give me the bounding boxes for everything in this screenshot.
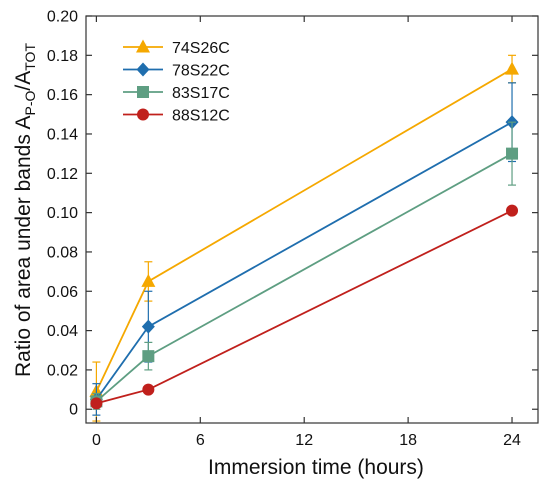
plot-area <box>89 54 520 422</box>
legend-label-78S22C: 78S22C <box>172 63 230 80</box>
legend-marker-83S17C <box>137 86 149 98</box>
y-axis-title-slash: /A <box>12 71 35 91</box>
y-tick-label: 0.06 <box>47 284 78 301</box>
data-point-83S17C <box>142 350 155 363</box>
x-tick-label: 6 <box>196 432 205 449</box>
y-tick-label: 0.14 <box>47 126 78 143</box>
x-tick-label: 24 <box>503 432 521 449</box>
x-tick-label: 0 <box>92 432 101 449</box>
y-tick-label: 0 <box>69 402 78 419</box>
data-point-78S22C <box>141 319 155 334</box>
series-line-78S22C <box>95 121 513 400</box>
y-tick-label: 0.04 <box>47 323 78 340</box>
y-tick-label: 0.02 <box>47 362 78 379</box>
y-tick-label: 0.08 <box>47 244 78 261</box>
y-axis-title-main: Ratio of area under bands A <box>12 115 35 377</box>
axis-ticks: 0 0.02 0.04 0.06 0.08 0.10 0.12 0.14 0.16 0.18 0.2… <box>47 9 538 449</box>
legend-marker-78S22C <box>136 62 150 77</box>
legend-marker-88S12C <box>137 108 149 121</box>
data-point-74S26C <box>141 273 156 287</box>
plot-frame <box>85 15 539 424</box>
x-tick-label: 18 <box>399 432 417 449</box>
y-tick-label: 0.10 <box>47 205 78 222</box>
x-tick-label: 12 <box>295 432 313 449</box>
series-line-74S26C <box>95 68 513 392</box>
y-tick-label: 0.12 <box>47 166 78 183</box>
legend-label-74S26C: 74S26C <box>172 40 230 57</box>
y-axis-title: Ratio of area under bands AP-O/ATOT <box>12 43 38 377</box>
y-tick-label: 0.16 <box>47 87 78 104</box>
legend-marker-74S26C <box>136 39 150 53</box>
data-point-74S26C <box>505 61 520 75</box>
legend: 74S26C 78S22C 83S17C 88S12C <box>123 39 230 125</box>
data-point-88S12C <box>90 397 103 410</box>
y-axis-title-sub2: TOT <box>22 43 38 71</box>
axes-frame <box>85 15 539 424</box>
data-point-88S12C <box>142 383 155 396</box>
y-tick-label: 0.18 <box>47 48 78 65</box>
y-tick-label: 0.20 <box>47 9 78 26</box>
x-axis-title: Immersion time (hours) <box>208 456 424 479</box>
legend-label-88S12C: 88S12C <box>172 108 230 125</box>
y-axis-title-sub1: P-O <box>22 90 38 115</box>
legend-label-83S17C: 83S17C <box>172 85 230 102</box>
data-point-83S17C <box>506 147 519 160</box>
data-point-88S12C <box>506 204 519 217</box>
